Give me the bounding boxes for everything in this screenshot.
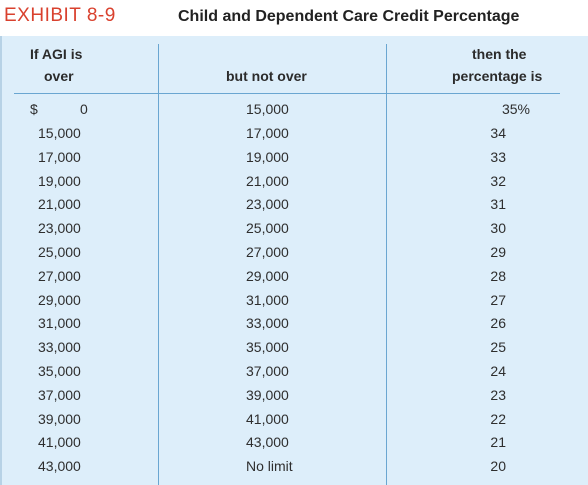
cell-agi-over: 29,000 [38, 291, 81, 308]
table-row: 17,000 19,000 33 [0, 149, 586, 173]
cell-percentage: 31 [490, 196, 506, 213]
cell-agi-over: 27,000 [38, 267, 81, 284]
cell-but-not-over: 35,000 [246, 339, 289, 356]
cell-but-not-over: 23,000 [246, 196, 289, 213]
exhibit-title-bar: EXHIBIT 8-9 Child and Dependent Care Cre… [0, 0, 588, 36]
cell-percentage: 22 [490, 410, 506, 427]
cell-percentage: 30 [490, 220, 506, 237]
column-divider-1 [158, 44, 159, 485]
table-row: 15,000 17,000 34 [0, 125, 586, 149]
exhibit-label: EXHIBIT 8-9 [4, 5, 116, 26]
table-row: 43,000 No limit 20 [0, 458, 586, 482]
table-row: 21,000 23,000 31 [0, 196, 586, 220]
cell-but-not-over: 21,000 [246, 172, 289, 189]
cell-agi-over: 31,000 [38, 315, 81, 332]
table-row: 33,000 35,000 25 [0, 339, 586, 363]
cell-agi-over: 19,000 [38, 172, 81, 189]
header-agi-over-line2: over [44, 68, 74, 84]
cell-percentage: 21 [490, 434, 506, 451]
cell-percentage: 35% [501, 101, 530, 117]
table-row: 23,000 25,000 30 [0, 220, 586, 244]
table-row: 37,000 39,000 23 [0, 387, 586, 411]
credit-percentage-table [0, 36, 588, 485]
cell-agi-over: 37,000 [38, 386, 81, 403]
cell-agi-over: 21,000 [38, 196, 81, 213]
cell-but-not-over: 31,000 [246, 291, 289, 308]
cell-but-not-over: 39,000 [246, 386, 289, 403]
cell-percentage: 24 [490, 363, 506, 379]
cell-but-not-over: 33,000 [246, 315, 289, 332]
cell-agi-over: 0 [80, 101, 88, 117]
currency-symbol: $ [30, 101, 38, 117]
cell-percentage: 34 [490, 125, 506, 141]
cell-agi-over: 25,000 [38, 244, 81, 260]
cell-agi-over: 15,000 [38, 125, 81, 141]
cell-but-not-over: 19,000 [246, 148, 289, 165]
cell-percentage: 28 [490, 267, 506, 284]
table-row: $ 0 15,000 35% [0, 101, 586, 125]
cell-but-not-over: 25,000 [246, 220, 289, 237]
column-divider-2 [386, 44, 387, 485]
cell-percentage: 26 [490, 315, 506, 332]
cell-but-not-over: 43,000 [246, 434, 289, 451]
cell-percentage: 33 [490, 148, 506, 165]
cell-percentage: 23 [490, 386, 506, 403]
table-row: 27,000 29,000 28 [0, 268, 586, 292]
cell-but-not-over: 29,000 [246, 267, 289, 284]
cell-but-not-over: 37,000 [246, 363, 289, 379]
table-row: 39,000 41,000 22 [0, 411, 586, 435]
cell-percentage: 25 [490, 339, 506, 356]
cell-percentage: 20 [490, 458, 506, 475]
cell-agi-over: 43,000 [38, 458, 81, 475]
cell-but-not-over: 27,000 [246, 244, 289, 260]
cell-agi-over: 17,000 [38, 148, 81, 165]
cell-agi-over: 39,000 [38, 410, 81, 427]
header-but-not-over: but not over [226, 68, 307, 84]
table-row: 31,000 33,000 26 [0, 315, 586, 339]
cell-agi-over: 41,000 [38, 434, 81, 451]
header-percentage-line2: percentage is [452, 68, 543, 84]
header-percentage-line1: then the [472, 46, 527, 62]
cell-but-not-over: 15,000 [246, 101, 289, 117]
table-row: 41,000 43,000 21 [0, 434, 586, 458]
cell-agi-over: 23,000 [38, 220, 81, 237]
page-title: Child and Dependent Care Credit Percenta… [178, 8, 520, 25]
cell-percentage: 32 [490, 172, 506, 189]
cell-agi-over: 35,000 [38, 363, 81, 379]
header-divider [14, 93, 560, 94]
cell-agi-over: 33,000 [38, 339, 81, 356]
header-agi-over-line1: If AGI is [30, 46, 83, 62]
table-row: 25,000 27,000 29 [0, 244, 586, 268]
cell-but-not-over: 17,000 [246, 125, 289, 141]
cell-percentage: 29 [490, 244, 506, 260]
table-row: 35,000 37,000 24 [0, 363, 586, 387]
cell-but-not-over: 41,000 [246, 410, 289, 427]
table-row: 19,000 21,000 32 [0, 173, 586, 197]
table-row: 29,000 31,000 27 [0, 292, 586, 316]
cell-but-not-over: No limit [246, 458, 293, 475]
cell-percentage: 27 [490, 291, 506, 308]
